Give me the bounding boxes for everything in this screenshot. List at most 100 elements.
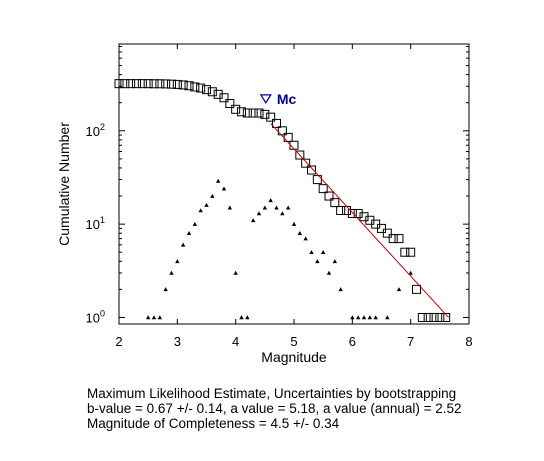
square-point [219,93,229,103]
triangle-point [175,259,180,264]
triangle-point [262,205,268,210]
triangle-point [268,198,273,203]
square-point [353,208,363,218]
triangle-point [163,287,168,292]
square-point [336,205,346,215]
triangle-point [285,205,291,210]
square-point [423,312,433,322]
triangle-point [385,315,390,320]
triangle-point [320,250,326,255]
triangle-point [210,193,215,198]
caption-line-mc: Magnitude of Completeness = 4.5 +/- 0.34 [87,416,340,431]
triangle-point [204,202,209,207]
caption-line-method: Maximum Likelihood Estimate, Uncertainti… [87,386,457,401]
x-tick-label: 3 [174,334,181,349]
x-tick-label: 2 [115,334,122,349]
y-tick-label: 101 [86,215,105,232]
triangle-point [338,287,343,292]
square-point [260,109,270,119]
triangle-point [245,315,250,320]
triangle-point [169,270,174,275]
triangle-point [233,270,238,275]
square-point [237,107,246,117]
square-point [272,118,281,128]
triangle-point [186,230,192,235]
y-tick-exponent: 2 [100,122,105,132]
square-point [429,312,439,322]
square-point [435,312,445,322]
triangle-point [198,208,203,213]
triangle-point [192,221,198,226]
y-tick-exponent: 0 [100,308,105,318]
triangle-point [250,218,256,223]
square-point [178,80,188,90]
triangle-point [221,186,227,191]
x-tick-labels: 2 3 4 5 6 7 8 [115,334,472,349]
mc-triangle-icon [259,94,272,104]
square-point [330,198,340,208]
square-point [155,79,165,89]
triangle-point [215,178,221,183]
square-point [342,205,351,215]
fit-line [270,123,449,318]
square-point [441,312,451,322]
square-point [412,284,421,294]
square-point [266,112,276,122]
y-tick-label: 100 [86,308,105,325]
triangle-point [227,205,233,210]
square-point [242,108,252,118]
square-point [172,79,182,89]
square-point [295,150,305,160]
result-caption: Maximum Likelihood Estimate, Uncertainti… [87,386,532,431]
triangle-point [361,315,367,320]
triangle-point [315,259,320,264]
square-point [283,132,293,142]
y-tick-base: 10 [86,310,100,325]
triangle-point [157,315,163,320]
triangle-point [151,315,157,320]
square-point [324,191,334,201]
square-point [225,99,235,109]
square-point [143,79,153,89]
x-tick-label: 6 [349,334,356,349]
square-point [184,81,194,91]
triangle-point [239,315,244,320]
square-point [312,175,322,185]
triangle-point [180,242,186,247]
square-point [196,83,206,93]
triangle-point [280,211,285,216]
x-axis-label: Magnitude [261,349,327,365]
triangle-point [145,315,151,320]
triangle-point [274,205,279,210]
square-point [400,247,410,257]
square-point [318,184,328,194]
triangle-point [326,270,332,275]
triangle-point [309,250,314,255]
noncumulative-series [145,178,413,320]
triangle-point [350,315,355,320]
y-tick-label: 102 [86,122,105,139]
square-point [137,79,147,89]
square-point [231,104,241,114]
triangle-point [408,270,413,275]
mc-label: Mc [277,91,297,107]
triangle-point [373,315,378,320]
square-point [161,79,171,89]
square-point [190,82,200,92]
square-point [149,79,159,89]
x-tick-label: 8 [465,334,472,349]
y-tick-base: 10 [86,217,100,232]
square-point [167,79,176,89]
mc-marker: Mc [259,91,297,107]
square-point [277,126,287,136]
triangle-point [303,236,308,241]
triangle-point [297,230,303,235]
square-point [406,247,416,257]
triangle-point [332,259,338,264]
axis-ticks [118,44,470,324]
square-point [132,79,141,89]
square-point [307,165,316,175]
cumulative-series [114,79,451,322]
